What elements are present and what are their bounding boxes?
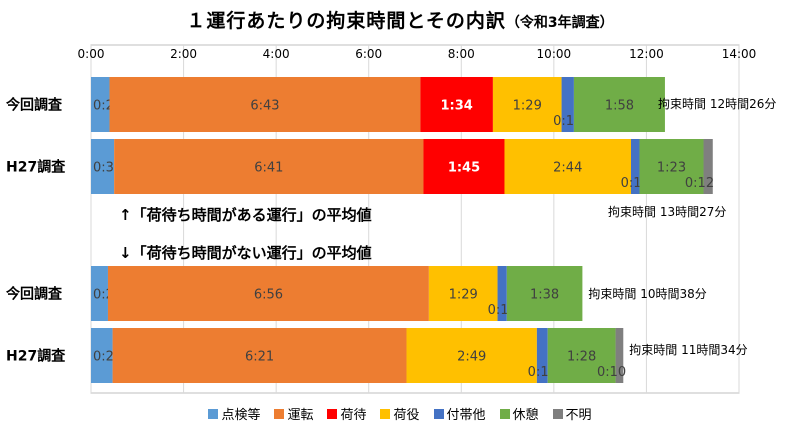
bar-segment-運転	[112, 328, 407, 383]
data-label: 2:44	[553, 161, 582, 176]
bar-segment-休憩	[639, 139, 704, 194]
row-label: H27調査	[6, 159, 66, 176]
x-tick-label: 0:00	[78, 47, 105, 61]
legend-item: 運転	[274, 404, 313, 423]
bar-segment-運転	[109, 77, 421, 132]
legend-swatch	[327, 408, 338, 419]
bar-segment-荷役	[428, 266, 498, 321]
bar-segment-付帯他	[631, 139, 640, 194]
data-label: 0:12	[685, 176, 714, 191]
x-tick-label: 2:00	[170, 47, 197, 61]
total-time-label: 拘束時間 12時間26分	[658, 97, 776, 111]
bar-segment-運転	[107, 266, 429, 321]
legend-label: 点検等	[221, 408, 261, 423]
legend-label: 休憩	[512, 408, 539, 423]
chart-title-sub: （令和3年調査）	[505, 15, 614, 31]
legend-swatch	[274, 408, 285, 419]
bar-segment-付帯他	[497, 266, 507, 321]
total-time-label: 拘束時間 10時間38分	[588, 287, 706, 301]
data-label: 1:58	[605, 99, 634, 114]
chart-legend: 点検等 運転 荷待 荷役 付帯他 休憩 不明	[100, 404, 700, 423]
bar-segment-不明	[615, 328, 624, 383]
legend-item: 付帯他	[433, 404, 486, 423]
bar-segment-点検等	[91, 139, 115, 194]
data-label: 6:43	[250, 99, 279, 114]
x-tick-label: 4:00	[263, 47, 290, 61]
legend-item: 不明	[552, 404, 592, 423]
x-tick-label: 8:00	[448, 47, 475, 61]
bar-segment-点検等	[91, 266, 108, 321]
bar-segment-荷待	[420, 77, 493, 132]
chart-title: １運行あたりの拘束時間とその内訳（令和3年調査）	[0, 6, 800, 33]
legend-swatch	[208, 408, 219, 419]
bar-segment-荷役	[492, 77, 562, 132]
legend-label: 荷待	[340, 408, 367, 423]
section-label-with-wait: ↑「荷待ち時間がある運行」の平均値	[119, 206, 372, 224]
legend-swatch	[499, 408, 510, 419]
data-label: 6:56	[254, 288, 283, 303]
bar-segment-点検等	[91, 328, 113, 383]
x-tick-label: 6:00	[355, 47, 382, 61]
data-label: 0:10	[597, 365, 626, 380]
bar-segment-荷役	[406, 328, 537, 383]
x-tick-label: 12:00	[629, 47, 664, 61]
legend-label: 不明	[565, 408, 592, 423]
legend-item: 休憩	[499, 404, 539, 423]
legend-item: 荷待	[327, 404, 366, 423]
legend-swatch	[433, 408, 444, 419]
legend-swatch	[552, 408, 563, 419]
data-label: 6:21	[245, 350, 274, 365]
row-label: 今回調査	[5, 97, 63, 114]
x-tick-label: 14:00	[722, 47, 757, 61]
data-label: 1:28	[567, 350, 596, 365]
x-tick-label: 10:00	[537, 47, 572, 61]
data-label: 1:34	[440, 99, 472, 114]
bar-segment-荷待	[423, 139, 505, 194]
data-label: 1:38	[530, 288, 559, 303]
data-label: 1:45	[448, 161, 480, 176]
bar-segment-休憩	[573, 77, 665, 132]
legend-label: 運転	[287, 408, 314, 423]
bar-segment-付帯他	[561, 77, 574, 132]
total-time-label: 拘束時間 11時間34分	[629, 343, 747, 357]
legend-label: 付帯他	[446, 408, 486, 423]
legend-label: 荷役	[393, 408, 420, 423]
bar-segment-運転	[114, 139, 424, 194]
bar-segment-不明	[703, 139, 713, 194]
chart-title-main: １運行あたりの拘束時間とその内訳	[186, 10, 506, 32]
row-label: H27調査	[6, 348, 66, 365]
total-time-label: 拘束時間 13時間27分	[608, 205, 726, 219]
data-label: 2:49	[457, 350, 486, 365]
data-label: 1:29	[513, 99, 542, 114]
section-label-without-wait: ↓「荷待ち時間がない運行」の平均値	[119, 244, 372, 262]
bar-segment-点検等	[91, 77, 110, 132]
data-label: 6:41	[254, 161, 283, 176]
bar-segment-付帯他	[536, 328, 548, 383]
legend-item: 点検等	[208, 404, 260, 423]
row-label: 今回調査	[5, 286, 63, 303]
legend-swatch	[380, 408, 391, 419]
bar-segment-休憩	[506, 266, 583, 321]
legend-item: 荷役	[380, 404, 420, 423]
bar-segment-荷役	[504, 139, 631, 194]
data-label: 1:23	[657, 161, 686, 176]
data-label: 1:29	[449, 288, 478, 303]
bar-segment-休憩	[547, 328, 616, 383]
